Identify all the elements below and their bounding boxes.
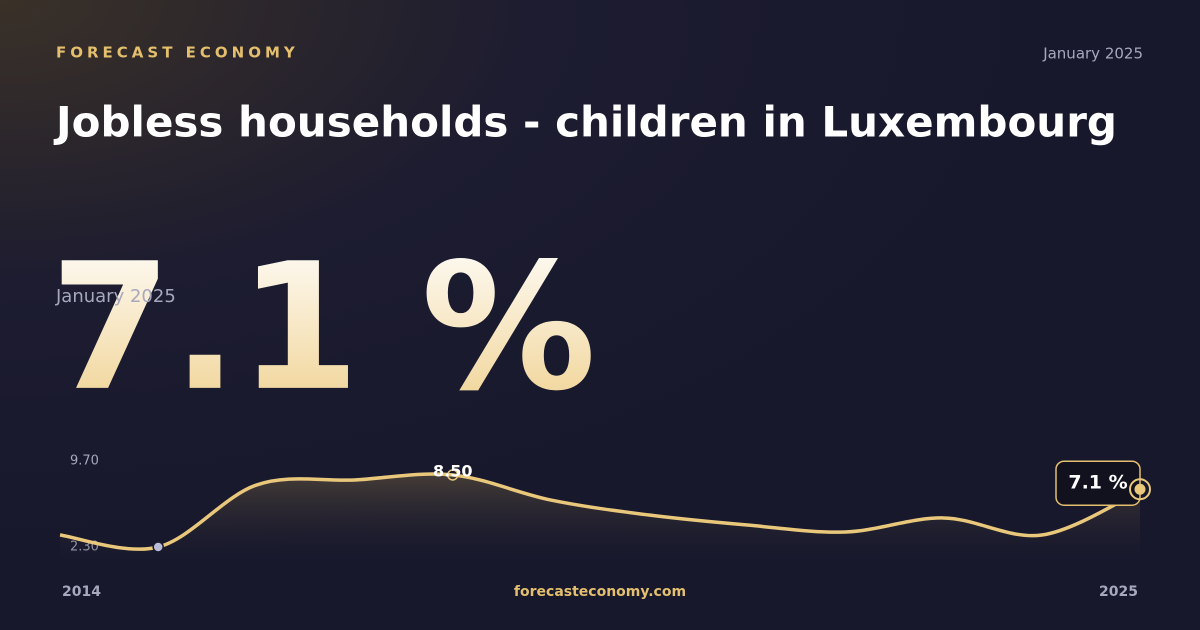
brand: FORECAST ECONOMY	[56, 44, 299, 62]
y-tick-label: 9.70	[70, 454, 99, 469]
x-tick-label: 2014	[62, 584, 101, 600]
headline: 7.1 %	[50, 227, 596, 430]
value-label: 7.1 %	[1068, 472, 1127, 494]
title: Jobless households - children in Luxembo…	[53, 98, 1117, 147]
peak-marker	[446, 469, 459, 481]
value-label: 8.50	[433, 461, 472, 480]
last-marker	[1134, 483, 1146, 495]
area	[60, 474, 1140, 563]
line	[59, 472, 1141, 551]
value-badge	[1055, 460, 1141, 506]
date: January 2025	[1042, 45, 1143, 63]
min-marker	[152, 541, 164, 553]
headline-date: January 2025	[55, 286, 176, 307]
x-tick-label: 2025	[1099, 584, 1138, 600]
last-marker-ring	[1129, 478, 1151, 501]
footer: forecasteconomy.com	[514, 584, 686, 600]
